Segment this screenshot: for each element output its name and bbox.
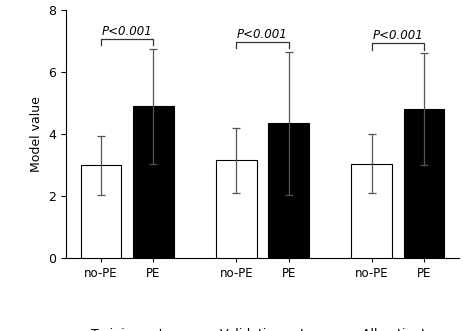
Bar bbox=[268, 123, 309, 258]
Bar bbox=[81, 165, 122, 258]
Y-axis label: Model value: Model value bbox=[30, 96, 43, 172]
Text: All patients: All patients bbox=[362, 328, 433, 331]
Text: Training set: Training set bbox=[91, 328, 164, 331]
Text: P<0.001: P<0.001 bbox=[372, 29, 423, 42]
Bar bbox=[351, 164, 392, 258]
Text: P<0.001: P<0.001 bbox=[237, 28, 288, 41]
Bar bbox=[216, 161, 257, 258]
Bar bbox=[133, 106, 174, 258]
Text: Validation set: Validation set bbox=[220, 328, 305, 331]
Text: P<0.001: P<0.001 bbox=[102, 24, 153, 37]
Bar bbox=[403, 109, 444, 258]
